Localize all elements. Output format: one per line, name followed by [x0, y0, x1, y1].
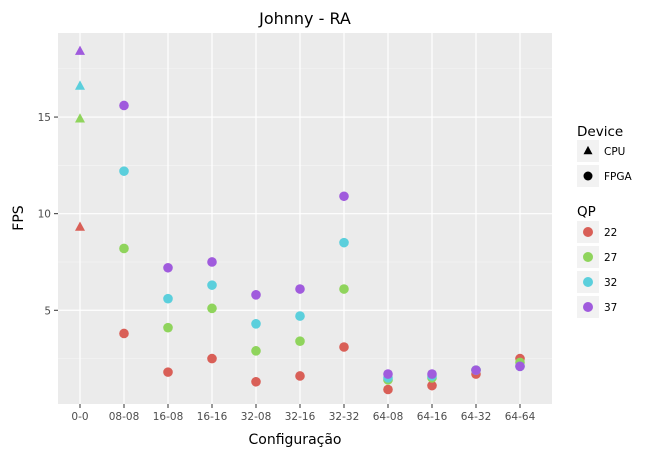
x-axis: 0-0 08-08 16-08 16-16 32-08 32-16 32-32 64-08 64…: [71, 404, 536, 423]
y-tick-label: 5: [44, 305, 51, 317]
data-point-cpu: [75, 45, 85, 55]
data-point-fpga: [163, 367, 173, 377]
legend-label: 27: [604, 252, 617, 264]
data-point-fpga: [119, 100, 129, 111]
data-point-fpga: [427, 369, 437, 379]
data-point-fpga: [339, 191, 349, 202]
data-point-fpga: [339, 284, 349, 294]
data-point-cpu: [75, 80, 85, 90]
data-point-fpga: [295, 371, 305, 381]
data-point-fpga: [295, 284, 305, 294]
data-point-fpga: [251, 319, 261, 329]
y-axis-title: FPS: [11, 205, 27, 230]
y-tick-label: 10: [38, 209, 51, 221]
x-tick-label: 32-08: [241, 411, 272, 423]
legend-label: FPGA: [604, 171, 633, 183]
data-point-fpga: [339, 237, 349, 248]
data-point-fpga: [295, 311, 305, 321]
legend-device-title: Device: [577, 124, 623, 140]
y-tick-label: 15: [38, 112, 51, 124]
data-point-fpga: [119, 328, 129, 339]
data-point-fpga: [427, 380, 437, 391]
data-point-fpga: [119, 243, 129, 254]
legend-label: CPU: [604, 146, 625, 158]
triangle-icon: [583, 145, 593, 155]
x-tick-label: 16-08: [153, 411, 184, 423]
x-tick-label: 08-08: [109, 411, 140, 423]
legend-device: Device CPU FPGA: [577, 124, 633, 187]
x-axis-title: Configuração: [249, 432, 342, 448]
x-tick-label: 32-32: [329, 411, 360, 423]
data-point-fpga: [515, 361, 525, 372]
data-point-fpga: [251, 346, 261, 356]
data-point-fpga: [251, 290, 261, 300]
data-point-fpga: [339, 342, 349, 352]
data-point-fpga: [119, 166, 129, 176]
data-point-fpga: [163, 262, 173, 273]
x-tick-label: 64-64: [505, 411, 536, 423]
legend-swatch: [583, 277, 593, 287]
x-tick-label: 32-16: [285, 411, 316, 423]
data-point-fpga: [207, 303, 217, 314]
legend-label: 37: [604, 302, 617, 314]
data-points: [75, 45, 525, 395]
data-point-fpga: [207, 280, 217, 290]
legend-swatch: [583, 302, 593, 312]
data-point-cpu: [75, 221, 85, 231]
y-axis: 5 10 15: [38, 112, 58, 317]
plot-panel: [58, 33, 552, 404]
legend-label: 22: [604, 227, 617, 239]
data-point-fpga: [295, 336, 305, 347]
x-tick-label: 0-0: [71, 411, 88, 423]
circle-icon: [583, 171, 593, 181]
data-point-fpga: [163, 322, 173, 333]
data-point-fpga: [207, 257, 217, 267]
legend-label: 32: [604, 277, 617, 289]
legend-swatch: [583, 252, 593, 262]
legend-qp-title: QP: [577, 204, 596, 220]
data-point-cpu: [75, 113, 85, 123]
legend-qp: QP 22 27 32 37: [577, 204, 617, 318]
data-point-fpga: [383, 384, 393, 395]
data-point-fpga: [251, 376, 261, 387]
x-tick-label: 64-16: [417, 411, 448, 423]
legend-swatch: [583, 227, 593, 237]
x-tick-label: 64-08: [373, 411, 404, 423]
x-tick-label: 64-32: [461, 411, 492, 423]
chart-title: Johnny - RA: [258, 9, 351, 28]
data-point-fpga: [207, 353, 217, 364]
data-point-fpga: [471, 365, 481, 375]
data-point-fpga: [383, 369, 393, 379]
minor-grid: [58, 68, 552, 359]
data-point-fpga: [163, 293, 173, 304]
x-tick-label: 16-16: [197, 411, 228, 423]
